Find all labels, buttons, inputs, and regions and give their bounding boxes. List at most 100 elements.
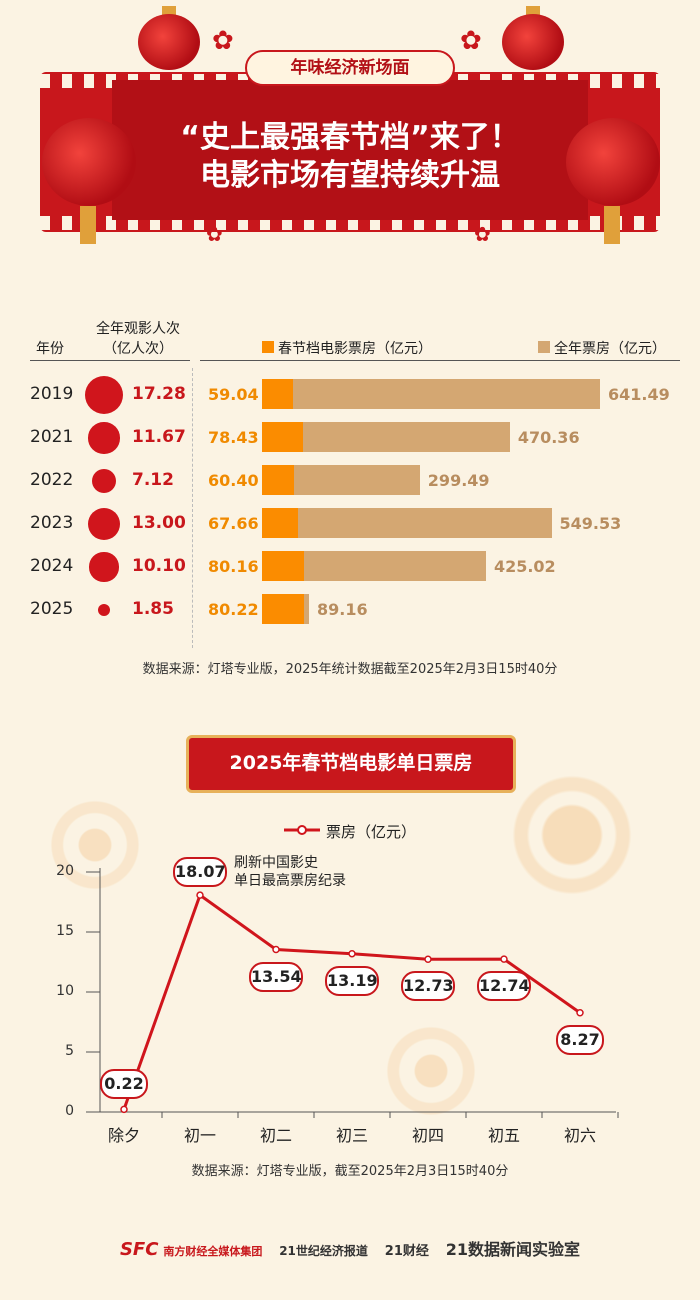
table-divider xyxy=(192,368,193,648)
sfc-logo: SFC xyxy=(119,1239,159,1260)
value-label: 18.07 xyxy=(173,857,227,888)
line-legend-label: 票房（亿元） xyxy=(326,823,417,841)
flower-icon: ✿ xyxy=(206,222,223,246)
value-label: 13.54 xyxy=(249,961,303,992)
legend-spring-label: 春节档电影票房（亿元） xyxy=(278,341,432,357)
total-value: 425.02 xyxy=(493,557,556,576)
y-tick-label: 0 xyxy=(65,1103,74,1119)
spring-value: 59.04 xyxy=(208,385,259,404)
flower-icon: ✿ xyxy=(212,26,234,56)
total-value: 549.53 xyxy=(559,514,622,533)
viewers-value: 1.85 xyxy=(132,599,174,619)
flower-icon: ✿ xyxy=(474,222,491,246)
spring-value: 80.22 xyxy=(208,600,259,619)
line-chart-title: 2025年春节档电影单日票房 xyxy=(186,735,516,793)
x-tick-label: 初二 xyxy=(259,1126,292,1145)
header-tag: 年味经济新场面 xyxy=(245,50,455,86)
spring-value: 80.16 xyxy=(208,557,259,576)
spring-value: 67.66 xyxy=(208,514,259,533)
spring-bar xyxy=(262,594,305,624)
x-tick-label: 初五 xyxy=(487,1126,520,1145)
series-line xyxy=(122,892,581,1110)
value-label: 8.27 xyxy=(556,1024,604,1055)
year-label: 2022 xyxy=(30,470,74,490)
lantern-cap xyxy=(162,6,176,16)
spring-bar xyxy=(262,508,298,538)
flower-icon: ✿ xyxy=(460,26,482,56)
x-tick-label: 初六 xyxy=(563,1126,596,1145)
viewers-value: 11.67 xyxy=(132,427,186,447)
x-tick-label: 初一 xyxy=(183,1126,216,1145)
legend-spring-swatch xyxy=(262,341,274,353)
viewers-circle xyxy=(91,468,117,494)
total-bar xyxy=(262,379,600,409)
firework-decoration xyxy=(40,790,150,900)
lantern-icon xyxy=(42,118,136,206)
lantern-tassel xyxy=(604,206,620,244)
data-point xyxy=(424,955,432,963)
lantern-icon xyxy=(566,118,660,206)
viewers-value: 17.28 xyxy=(132,384,186,404)
viewers-value: 13.00 xyxy=(132,513,186,533)
lantern-icon xyxy=(138,14,200,70)
legend-total-label: 全年票房（亿元） xyxy=(554,341,666,357)
col-viewers-header: 全年观影人次 xyxy=(96,321,180,337)
footer-logos: SFC 南方财经全媒体集团 21世纪经济报道 21财经 21数据新闻实验室 xyxy=(0,1236,700,1260)
data-point xyxy=(576,1009,584,1017)
col-viewers-unit: （亿人次） xyxy=(103,341,173,357)
y-tick-label: 5 xyxy=(65,1043,74,1059)
legend-total-swatch xyxy=(538,341,550,353)
data-point xyxy=(196,891,204,899)
page-title-line2: 电影市场有望持续升温 xyxy=(200,158,500,193)
firework-decoration xyxy=(376,1016,486,1126)
total-value: 299.49 xyxy=(427,471,490,490)
x-tick-label: 初三 xyxy=(335,1126,368,1145)
viewers-circle xyxy=(87,507,121,541)
logo-21cbh: 21世纪经济报道 xyxy=(279,1244,368,1258)
data-point xyxy=(120,1105,128,1114)
spring-bar xyxy=(262,379,294,409)
line-chart xyxy=(86,868,619,1118)
value-label: 13.19 xyxy=(325,965,379,996)
logo-21lab: 21数据新闻实验室 xyxy=(445,1240,581,1259)
logo-21caijing: 21财经 xyxy=(384,1244,429,1259)
spring-value: 60.40 xyxy=(208,471,259,490)
value-label: 12.73 xyxy=(401,971,455,1002)
year-label: 2019 xyxy=(30,384,74,404)
line-legend-swatch xyxy=(284,825,320,835)
total-value: 89.16 xyxy=(316,600,368,619)
total-value: 470.36 xyxy=(517,428,580,447)
year-label: 2023 xyxy=(30,513,74,533)
viewers-circle xyxy=(89,552,119,582)
table-source: 数据来源：灯塔专业版，2025年统计数据截至2025年2月3日15时40分 xyxy=(142,662,558,677)
x-tick-label: 初四 xyxy=(411,1126,444,1145)
spring-bar xyxy=(262,551,305,581)
header-banner-inner xyxy=(112,80,588,220)
spring-bar xyxy=(262,422,304,452)
data-point xyxy=(272,945,280,954)
header-rule-left xyxy=(30,360,190,361)
lantern-cap xyxy=(526,6,540,16)
viewers-circle xyxy=(88,422,120,454)
year-label: 2021 xyxy=(30,427,74,447)
sfc-name: 南方财经全媒体集团 xyxy=(163,1245,263,1258)
year-label: 2025 xyxy=(30,599,74,619)
page-title-line1: “史上最强春节档”来了！ xyxy=(180,120,520,155)
value-label: 12.74 xyxy=(477,971,531,1002)
y-tick-label: 10 xyxy=(56,983,74,999)
viewers-circle xyxy=(85,376,123,414)
data-point xyxy=(348,949,356,958)
lantern-icon xyxy=(502,14,564,70)
value-label: 0.22 xyxy=(100,1069,148,1100)
viewers-value: 7.12 xyxy=(132,470,174,490)
spring-value: 78.43 xyxy=(208,428,259,447)
spring-bar xyxy=(262,465,294,495)
year-label: 2024 xyxy=(30,556,74,576)
header-rule-right xyxy=(200,360,680,361)
y-tick-label: 20 xyxy=(56,863,74,879)
y-tick-label: 15 xyxy=(56,923,74,939)
x-tick-label: 除夕 xyxy=(107,1126,140,1145)
total-bar xyxy=(262,508,552,538)
lantern-tassel xyxy=(80,206,96,244)
record-annotation-line2: 单日最高票房纪录 xyxy=(234,873,346,889)
